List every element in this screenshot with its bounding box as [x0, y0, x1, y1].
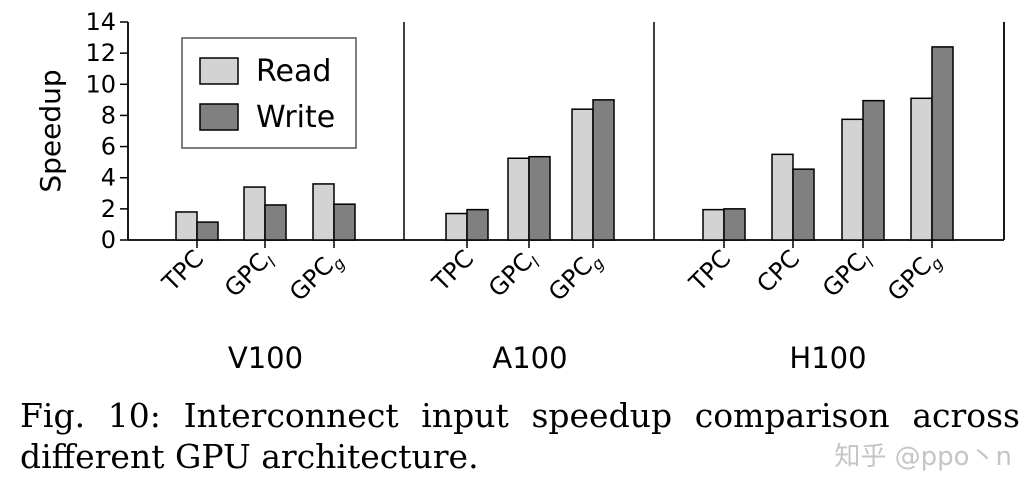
y-tick-label: 10 — [85, 70, 116, 98]
legend-label-read: Read — [256, 54, 331, 89]
bar-read — [507, 157, 530, 241]
x-tick-label: TPC — [426, 244, 479, 297]
watermark: 知乎 @ppo丶n — [834, 442, 1012, 472]
bar-write — [528, 155, 551, 241]
y-tick-label: 6 — [101, 133, 116, 161]
bar-read — [841, 118, 864, 241]
bar-read — [175, 211, 198, 241]
bar-write — [333, 203, 356, 241]
bar-write — [264, 204, 287, 241]
bar-read — [445, 212, 468, 241]
bar-write — [592, 99, 615, 241]
bar-read — [243, 186, 266, 241]
y-tick-label: 8 — [101, 101, 116, 129]
bar-read — [771, 153, 794, 241]
bar-write — [723, 208, 746, 241]
group-label-h100: H100 — [789, 341, 866, 375]
x-tick-label: TPC — [156, 244, 209, 297]
y-axis-label: Speedup — [34, 69, 67, 192]
x-tick-label: GPCl — [483, 244, 544, 305]
y-tick-label: 2 — [101, 195, 116, 223]
y-tick-label: 0 — [101, 226, 116, 254]
group-label-a100: A100 — [492, 341, 567, 375]
bar-read — [702, 208, 725, 241]
bar-write — [792, 168, 815, 241]
legend-label-write: Write — [256, 100, 335, 135]
bar-write — [862, 99, 885, 241]
legend-swatch-read — [199, 57, 239, 85]
bar-write — [196, 221, 219, 241]
x-tick-label: GPCl — [219, 244, 280, 305]
y-tick-label: 12 — [85, 39, 116, 67]
x-tick-label: GPCg — [882, 244, 947, 309]
bar-read — [312, 183, 335, 241]
y-tick-label: 4 — [101, 164, 116, 192]
group-label-v100: V100 — [228, 341, 303, 375]
x-tick-label: GPCg — [284, 244, 349, 309]
x-tick-label: TPC — [683, 244, 736, 297]
x-tick-label: GPCg — [543, 244, 608, 309]
y-tick-label: 14 — [85, 8, 116, 36]
x-tick-label: CPC — [752, 244, 806, 298]
x-tick-label: GPCl — [817, 244, 878, 305]
figure-caption: Fig. 10: Interconnect input speedup comp… — [20, 396, 1020, 477]
bar-read — [910, 97, 933, 241]
bar-write — [466, 208, 489, 241]
bar-read — [571, 108, 594, 241]
legend-swatch-write — [199, 103, 239, 131]
bar-write — [931, 46, 954, 241]
